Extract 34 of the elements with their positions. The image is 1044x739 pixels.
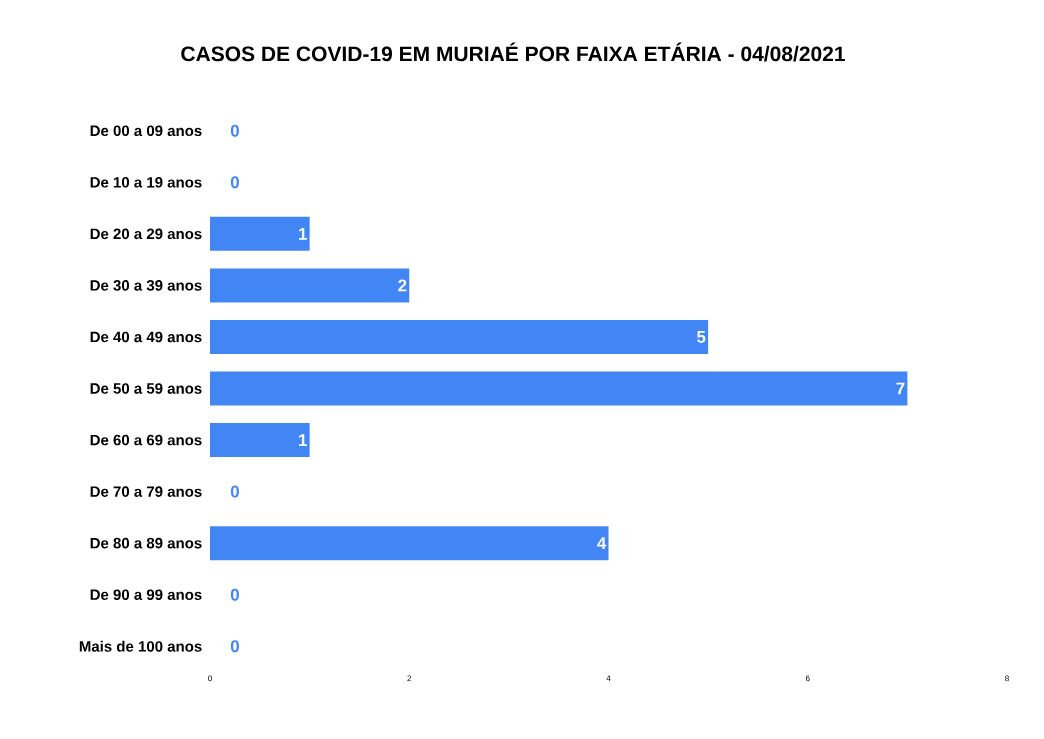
data-label: 1: [299, 434, 307, 446]
y-tick-label: De 00 a 09 anos: [90, 125, 202, 137]
data-label: 0: [230, 640, 239, 653]
y-tick-label: Mais de 100 anos: [79, 640, 202, 652]
data-label: 0: [230, 124, 239, 137]
bar: [210, 319, 709, 354]
y-tick-label: De 80 a 89 anos: [90, 537, 202, 549]
y-tick-label: De 30 a 39 anos: [90, 280, 202, 291]
x-tick-label: 6: [805, 675, 810, 682]
x-tick-label: 4: [606, 675, 611, 682]
chart-title: CASOS DE COVID-19 EM MURIAÉ POR FAIXA ETÁRIA - 04/08/2021: [181, 42, 845, 62]
bar: [210, 216, 310, 251]
y-tick-label: De 70 a 79 anos: [90, 486, 202, 497]
bar: [210, 423, 310, 458]
data-label: 1: [299, 228, 307, 240]
data-label: 5: [697, 331, 706, 343]
y-tick-label: De 40 a 49 anos: [90, 331, 202, 343]
y-tick-label: De 60 a 69 anos: [90, 434, 202, 446]
data-label: 4: [597, 537, 607, 549]
data-label: 7: [896, 382, 905, 395]
data-label: 2: [398, 279, 407, 292]
y-tick-label: De 20 a 29 anos: [90, 228, 202, 240]
x-tick-label: 2: [407, 675, 412, 682]
x-tick-label: 0: [208, 675, 212, 682]
data-label: 0: [230, 176, 239, 189]
bar: [210, 371, 908, 406]
x-tick-label: 8: [1005, 675, 1009, 682]
data-label: 0: [230, 588, 239, 601]
data-label: 0: [230, 485, 239, 498]
y-tick-label: De 10 a 19 anos: [90, 177, 202, 188]
bar: [210, 526, 609, 561]
bar: [210, 268, 410, 303]
y-tick-label: De 50 a 59 anos: [90, 383, 202, 394]
y-tick-label: De 90 a 99 anos: [90, 589, 202, 600]
